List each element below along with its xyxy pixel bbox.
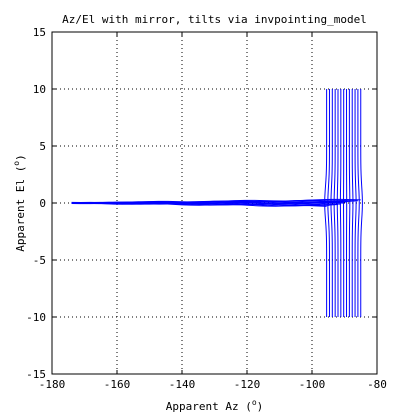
series-line-vertical — [351, 89, 354, 317]
series-line-vertical — [354, 89, 357, 317]
x-tick-label: -140 — [169, 378, 196, 391]
x-tick-label: -80 — [367, 378, 387, 391]
x-tick-label: -120 — [234, 378, 261, 391]
series-line-vertical — [357, 89, 360, 317]
y-tick-label: -15 — [26, 368, 46, 381]
series-line-vertical — [360, 89, 363, 317]
x-tick-label: -160 — [104, 378, 131, 391]
series-line-vertical — [324, 89, 328, 317]
series-lines — [71, 89, 363, 317]
y-tick-label: 15 — [33, 26, 46, 39]
y-tick-label: 5 — [39, 140, 46, 153]
x-tick-label: -100 — [299, 378, 326, 391]
grid-lines — [52, 32, 377, 374]
series-line-horizontal — [71, 198, 361, 204]
y-tick-label: -10 — [26, 311, 46, 324]
axis-ticks — [51, 31, 378, 375]
y-tick-label: -5 — [33, 254, 46, 267]
chart-title: Az/El with mirror, tilts via invpointing… — [62, 13, 367, 26]
x-axis-label: Apparent Az (o) — [166, 398, 264, 413]
y-tick-label: 0 — [39, 197, 46, 210]
x-tick-label: -180 — [39, 378, 66, 391]
y-tick-label: 10 — [33, 83, 46, 96]
y-axis-label: Apparent El (o) — [12, 154, 27, 252]
